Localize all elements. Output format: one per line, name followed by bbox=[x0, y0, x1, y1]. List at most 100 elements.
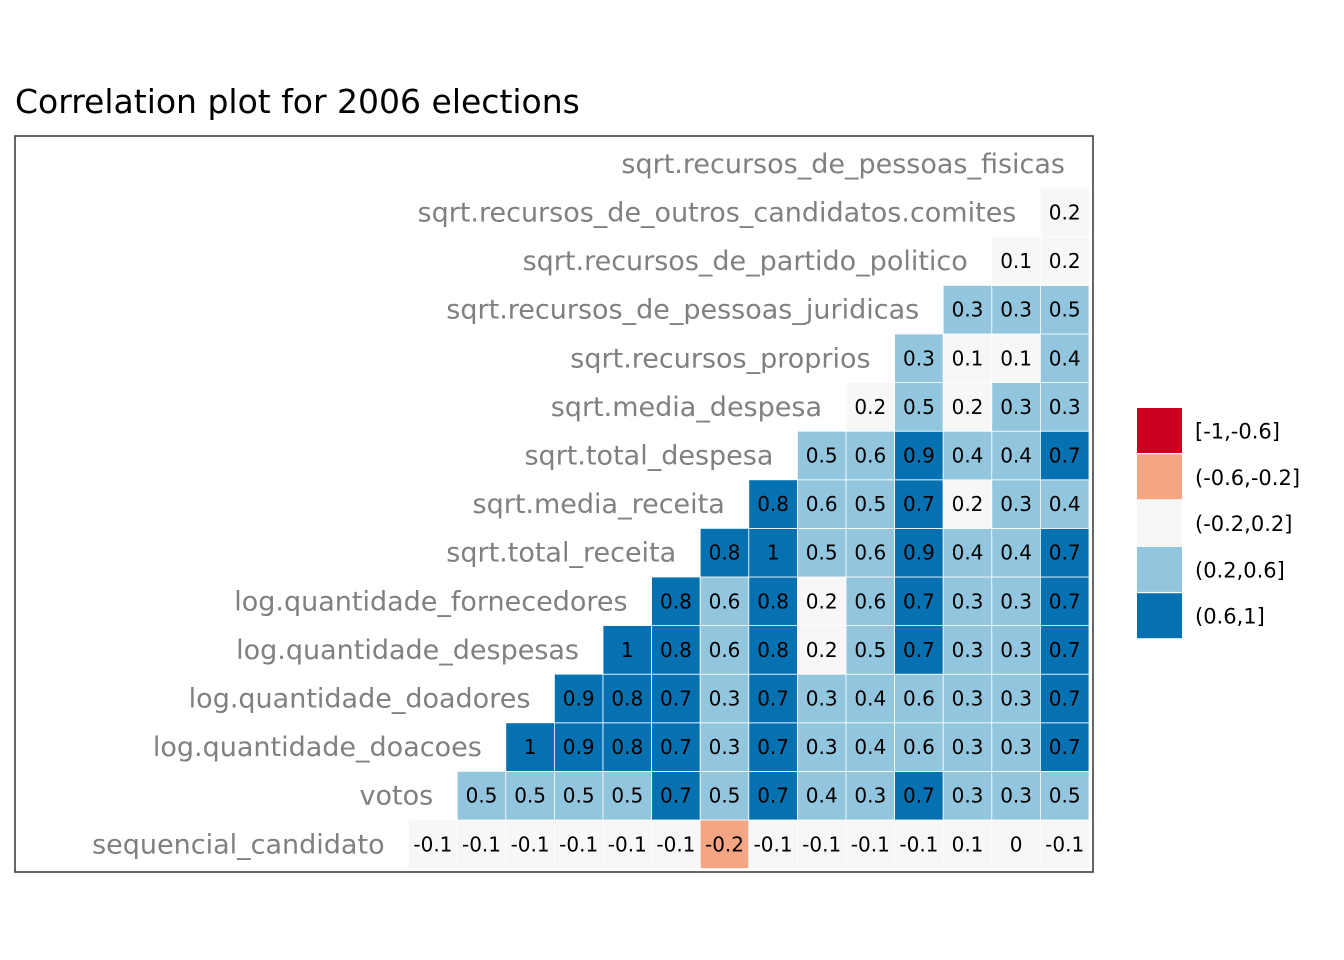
cell-value-label: 0.3 bbox=[952, 589, 984, 613]
cell-value-label: -0.1 bbox=[754, 832, 793, 856]
correlation-cell bbox=[797, 576, 847, 626]
correlation-cell bbox=[942, 479, 993, 529]
cell-value-label: 0.9 bbox=[903, 541, 935, 565]
correlation-cell bbox=[651, 771, 701, 821]
correlation-cell bbox=[797, 625, 847, 675]
cell-value-label: 0.6 bbox=[709, 589, 741, 613]
correlation-cell bbox=[651, 819, 701, 869]
correlation-cell bbox=[554, 673, 604, 724]
cell-value-label: 0.8 bbox=[757, 589, 789, 613]
cell-value-label: -0.1 bbox=[462, 832, 501, 856]
cell-value-label: 0.3 bbox=[1000, 784, 1032, 808]
cell-value-label: 0.3 bbox=[952, 298, 984, 322]
cell-value-label: 0.2 bbox=[1049, 201, 1081, 225]
legend-key bbox=[1137, 408, 1182, 453]
cell-value-label: 0.5 bbox=[806, 444, 838, 468]
correlation-cell bbox=[942, 819, 993, 869]
cell-value-label: 0.4 bbox=[1000, 541, 1032, 565]
cell-value-label: 0.5 bbox=[709, 784, 741, 808]
correlation-cell bbox=[894, 333, 944, 383]
correlation-cell bbox=[845, 625, 895, 675]
cell-value-label: 0.6 bbox=[854, 541, 886, 565]
cell-value-label: 0.7 bbox=[757, 784, 789, 808]
correlation-cell bbox=[748, 479, 798, 529]
cell-value-label: 0.7 bbox=[903, 784, 935, 808]
variable-label: sequencial_candidato bbox=[92, 829, 384, 860]
cell-value-label: 0.7 bbox=[660, 735, 692, 759]
correlation-cell bbox=[845, 479, 895, 529]
cell-value-label: -0.2 bbox=[705, 832, 744, 856]
correlation-cell bbox=[651, 673, 701, 724]
correlation-cell bbox=[894, 819, 944, 869]
variable-label: sqrt.recursos_de_outros_candidatos.comit… bbox=[418, 198, 1017, 229]
cell-value-label: 0.1 bbox=[1000, 249, 1032, 273]
variable-label: log.quantidade_fornecedores bbox=[234, 586, 627, 617]
cell-value-label: 0.2 bbox=[1049, 249, 1081, 273]
cell-value-label: 0.4 bbox=[854, 687, 886, 711]
cell-value-label: 0.3 bbox=[854, 784, 886, 808]
correlation-cell bbox=[1040, 187, 1090, 238]
legend-key bbox=[1137, 593, 1182, 639]
legend-label: (-0.6,-0.2] bbox=[1195, 466, 1300, 490]
cell-value-label: 0.2 bbox=[806, 638, 838, 662]
legend-key bbox=[1137, 546, 1182, 592]
correlation-cell bbox=[1040, 819, 1090, 869]
cell-value-label: 1 bbox=[767, 541, 780, 565]
cell-value-label: 0.3 bbox=[806, 687, 838, 711]
correlation-cell bbox=[505, 722, 555, 772]
cell-value-label: 0.3 bbox=[1000, 687, 1032, 711]
correlation-cell bbox=[894, 479, 944, 529]
correlation-cell bbox=[1040, 333, 1090, 383]
correlation-cell bbox=[651, 576, 701, 626]
cell-value-label: 0.3 bbox=[1000, 638, 1032, 662]
correlation-cell bbox=[797, 430, 847, 481]
legend: [-1,-0.6] (-0.6,-0.2] (-0.2,0.2] (0.2,0.6] (… bbox=[1137, 408, 1300, 639]
correlation-cell bbox=[991, 382, 1041, 432]
correlation-cell bbox=[991, 819, 1041, 869]
correlation-cell bbox=[942, 576, 993, 626]
variable-label: sqrt.total_despesa bbox=[524, 441, 773, 472]
legend-label: (0.6,1] bbox=[1195, 605, 1265, 629]
correlation-cell bbox=[991, 284, 1041, 335]
cell-value-label: 1 bbox=[524, 735, 537, 759]
legend-key bbox=[1137, 454, 1182, 500]
correlation-cell bbox=[942, 382, 993, 432]
cell-value-label: 0.6 bbox=[903, 687, 935, 711]
cell-value-label: 0.5 bbox=[854, 638, 886, 662]
cell-value-label: 0.7 bbox=[903, 589, 935, 613]
plot-panel-border bbox=[14, 135, 1094, 873]
correlation-cell bbox=[991, 430, 1041, 481]
cell-value-label: 0.7 bbox=[757, 687, 789, 711]
cell-value-label: 0.3 bbox=[1049, 395, 1081, 419]
variable-label: log.quantidade_despesas bbox=[236, 635, 579, 666]
cell-value-label: 0.3 bbox=[1000, 589, 1032, 613]
correlation-cell bbox=[1040, 722, 1090, 772]
cell-value-label: 0.3 bbox=[952, 638, 984, 662]
cell-value-label: 0.5 bbox=[514, 784, 546, 808]
variable-label: sqrt.recursos_de_partido_politico bbox=[523, 246, 968, 277]
cell-value-label: -0.1 bbox=[511, 832, 550, 856]
cell-value-label: 0.9 bbox=[563, 687, 595, 711]
cell-value-label: 0.1 bbox=[952, 832, 984, 856]
cell-value-label: 0.7 bbox=[903, 638, 935, 662]
correlation-cell bbox=[991, 528, 1041, 578]
variable-label: sqrt.media_despesa bbox=[551, 392, 822, 423]
correlation-cell bbox=[554, 819, 604, 869]
cell-value-label: 0.5 bbox=[1049, 298, 1081, 322]
cell-value-label: 0.7 bbox=[1049, 541, 1081, 565]
cell-value-label: 0.7 bbox=[1049, 687, 1081, 711]
correlation-cell bbox=[1040, 479, 1090, 529]
cell-value-label: 0.7 bbox=[660, 784, 692, 808]
cell-value-label: 0.4 bbox=[1000, 444, 1032, 468]
correlation-cell bbox=[748, 625, 798, 675]
correlation-cell bbox=[1040, 771, 1090, 821]
correlation-cell bbox=[602, 771, 652, 821]
cell-value-label: 0.6 bbox=[709, 638, 741, 662]
legend-label: [-1,-0.6] bbox=[1195, 420, 1280, 444]
correlation-cell bbox=[602, 625, 652, 675]
cell-value-label: 0.7 bbox=[903, 492, 935, 516]
cell-value-label: 0.2 bbox=[952, 395, 984, 419]
cell-value-label: 0.4 bbox=[1049, 346, 1081, 370]
cell-value-label: 0.3 bbox=[709, 735, 741, 759]
